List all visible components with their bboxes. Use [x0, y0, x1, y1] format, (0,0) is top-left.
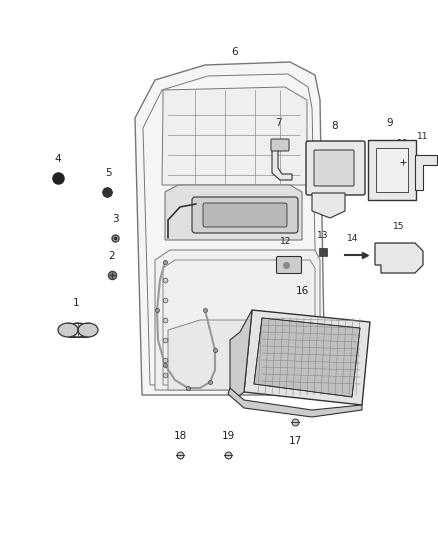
Polygon shape	[165, 185, 302, 240]
Text: 19: 19	[221, 431, 235, 441]
Polygon shape	[415, 155, 437, 190]
Polygon shape	[312, 193, 345, 218]
Polygon shape	[368, 140, 416, 200]
Polygon shape	[135, 62, 325, 395]
Polygon shape	[168, 320, 280, 390]
Text: 3: 3	[112, 214, 118, 224]
Polygon shape	[254, 318, 360, 397]
Text: 13: 13	[317, 231, 329, 240]
Polygon shape	[244, 310, 370, 405]
Text: 14: 14	[347, 234, 359, 243]
Text: 10: 10	[397, 139, 409, 148]
Text: 16: 16	[295, 286, 309, 296]
Polygon shape	[155, 250, 320, 390]
Text: 8: 8	[332, 121, 338, 131]
Text: 12: 12	[280, 237, 292, 246]
Ellipse shape	[78, 323, 98, 337]
FancyBboxPatch shape	[306, 141, 365, 195]
Ellipse shape	[67, 323, 89, 337]
Text: 4: 4	[55, 154, 61, 164]
Text: 15: 15	[393, 222, 405, 231]
Polygon shape	[376, 148, 408, 192]
Text: 2: 2	[109, 251, 115, 261]
Text: 7: 7	[275, 118, 281, 128]
FancyBboxPatch shape	[203, 203, 287, 227]
Polygon shape	[375, 243, 423, 273]
Text: 18: 18	[173, 431, 187, 441]
Ellipse shape	[58, 323, 78, 337]
FancyBboxPatch shape	[314, 150, 354, 186]
Polygon shape	[228, 388, 362, 417]
Text: 5: 5	[106, 168, 112, 178]
Text: 17: 17	[288, 436, 302, 446]
FancyBboxPatch shape	[276, 256, 301, 273]
Polygon shape	[230, 310, 252, 398]
Text: 9: 9	[387, 118, 393, 128]
Text: 6: 6	[232, 47, 238, 57]
FancyBboxPatch shape	[271, 139, 289, 151]
FancyBboxPatch shape	[192, 197, 298, 233]
Text: 11: 11	[417, 132, 429, 141]
Polygon shape	[162, 87, 307, 185]
Text: 1: 1	[73, 298, 79, 308]
Polygon shape	[272, 148, 292, 180]
